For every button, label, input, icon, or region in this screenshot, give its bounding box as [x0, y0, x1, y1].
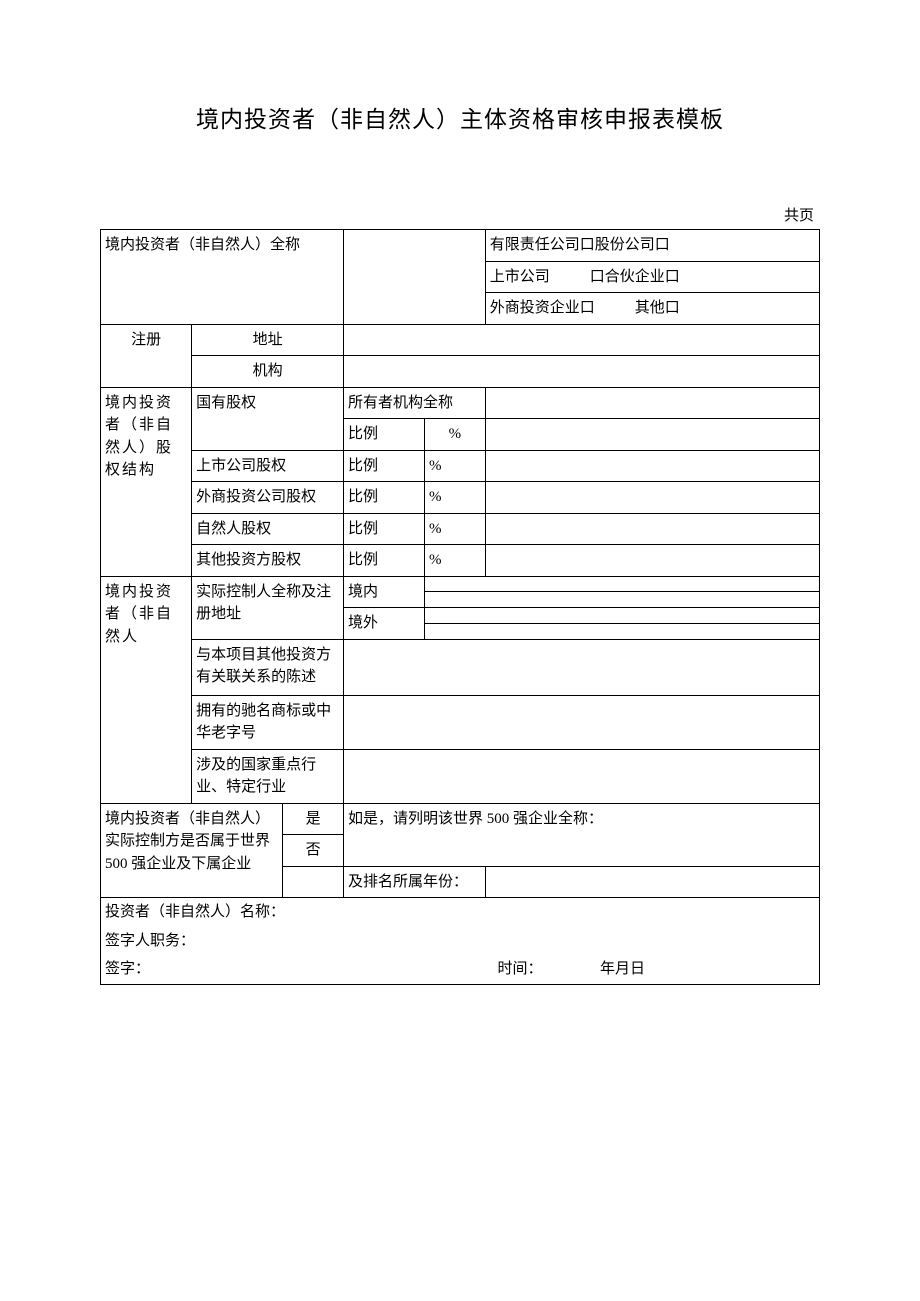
input-fullname[interactable] [344, 230, 486, 325]
row-reg-org: 机构 [101, 356, 820, 388]
company-type-line1[interactable]: 有限责任公司口股份公司口 [485, 230, 819, 262]
input-reg-org[interactable] [344, 356, 820, 388]
row-other-equity: 其他投资方股权 比例 % [101, 545, 820, 577]
type-listed: 上市公司 [490, 269, 550, 285]
input-industry[interactable] [344, 749, 820, 803]
input-foreign-ratio[interactable] [485, 482, 819, 514]
label-overseas: 境外 [344, 608, 425, 640]
row-foreign-equity: 外商投资公司股权 比例 % [101, 482, 820, 514]
form-page: 境内投资者（非自然人）主体资格审核申报表模板 共页 境内投资者（非自然人）全称 … [0, 0, 920, 985]
signature-line: 签字： 时间： 年月日 [101, 955, 820, 984]
row-signature: 签字： 时间： 年月日 [101, 955, 820, 984]
label-no[interactable]: 否 [283, 835, 344, 867]
label-trademark: 拥有的驰名商标或中华老字号 [192, 695, 344, 749]
page-counter: 共页 [100, 204, 820, 225]
row-industry: 涉及的国家重点行业、特定行业 [101, 749, 820, 803]
label-listed-equity: 上市公司股权 [192, 450, 344, 482]
row-reg-addr: 注册 地址 [101, 324, 820, 356]
input-domestic-1[interactable] [425, 576, 820, 592]
form-title: 境内投资者（非自然人）主体资格审核申报表模板 [100, 100, 820, 134]
label-ranking-year: 及排名所属年份： [344, 866, 486, 898]
row-listed-equity: 上市公司股权 比例 % [101, 450, 820, 482]
label-industry: 涉及的国家重点行业、特定行业 [192, 749, 344, 803]
label-reg-addr: 地址 [192, 324, 344, 356]
label-pct-4: % [425, 513, 486, 545]
input-trademark[interactable] [344, 695, 820, 749]
label-signer-title: 签字人职务： [101, 927, 820, 956]
label-ratio-3: 比例 [344, 482, 425, 514]
input-state-ratio[interactable] [485, 419, 819, 451]
label-signature: 签字： [105, 961, 150, 977]
label-owner-org: 所有者机构全称 [344, 387, 486, 419]
type-other: 其他口 [635, 300, 680, 316]
label-pct-3: % [425, 482, 486, 514]
label-fortune-prompt: 如是，请列明该世界 500 强企业全称： [344, 803, 820, 866]
label-affiliate: 与本项目其他投资方有关联关系的陈述 [192, 639, 344, 695]
label-equity-structure: 境内投资者（非自然人）股权结构 [101, 387, 192, 576]
input-affiliate[interactable] [344, 639, 820, 695]
label-reg: 注册 [101, 324, 192, 387]
cell-blank-rank [283, 866, 344, 898]
type-llc: 有限责任公司口 [490, 237, 595, 253]
company-type-line2[interactable]: 上市公司 口合伙企业口 [485, 261, 819, 293]
label-pct-1: % [425, 419, 486, 451]
label-ratio-1: 比例 [344, 419, 425, 451]
input-owner-org[interactable] [485, 387, 819, 419]
type-jsc: 股份公司口 [595, 237, 670, 253]
type-partnership: 口合伙企业口 [590, 269, 680, 285]
row-affiliate: 与本项目其他投资方有关联关系的陈述 [101, 639, 820, 695]
label-other-equity: 其他投资方股权 [192, 545, 344, 577]
label-controller-section: 境内投资者（非自然人 [101, 576, 192, 803]
label-fortune500: 境内投资者（非自然人）实际控制方是否属于世界 500 强企业及下属企业 [101, 803, 283, 898]
row-fortune500-yes: 境内投资者（非自然人）实际控制方是否属于世界 500 强企业及下属企业 是 如是… [101, 803, 820, 835]
company-type-line3[interactable]: 外商投资企业口 其他口 [485, 293, 819, 325]
input-natural-ratio[interactable] [485, 513, 819, 545]
label-date-suffix: 年月日 [600, 961, 645, 977]
type-foreign: 外商投资企业口 [490, 300, 595, 316]
label-investor-name: 投资者（非自然人）名称： [101, 898, 820, 927]
label-fullname: 境内投资者（非自然人）全称 [101, 230, 344, 325]
input-listed-ratio[interactable] [485, 450, 819, 482]
row-natural-equity: 自然人股权 比例 % [101, 513, 820, 545]
input-overseas-2[interactable] [425, 623, 820, 639]
label-pct-5: % [425, 545, 486, 577]
form-table: 境内投资者（非自然人）全称 有限责任公司口股份公司口 上市公司 口合伙企业口 外商… [100, 229, 820, 985]
label-yes[interactable]: 是 [283, 803, 344, 835]
label-foreign-equity: 外商投资公司股权 [192, 482, 344, 514]
row-trademark: 拥有的驰名商标或中华老字号 [101, 695, 820, 749]
label-ratio-4: 比例 [344, 513, 425, 545]
row-state-equity: 境内投资者（非自然人）股权结构 国有股权 所有者机构全称 [101, 387, 820, 419]
label-time: 时间： [498, 961, 543, 977]
input-reg-addr[interactable] [344, 324, 820, 356]
label-natural-equity: 自然人股权 [192, 513, 344, 545]
label-reg-org: 机构 [192, 356, 344, 388]
input-ranking-year[interactable] [485, 866, 819, 898]
input-domestic-2[interactable] [425, 592, 820, 608]
row-signer-title: 签字人职务： [101, 927, 820, 956]
label-domestic: 境内 [344, 576, 425, 608]
label-ratio-5: 比例 [344, 545, 425, 577]
label-pct-2: % [425, 450, 486, 482]
label-ratio-2: 比例 [344, 450, 425, 482]
input-overseas-1[interactable] [425, 608, 820, 624]
row-controller-domestic: 境内投资者（非自然人 实际控制人全称及注册地址 境内 [101, 576, 820, 592]
row-investor-name: 投资者（非自然人）名称： [101, 898, 820, 927]
label-state-equity: 国有股权 [192, 387, 344, 450]
row-fullname: 境内投资者（非自然人）全称 有限责任公司口股份公司口 [101, 230, 820, 262]
label-controller-nameaddr: 实际控制人全称及注册地址 [192, 576, 344, 639]
input-other-ratio[interactable] [485, 545, 819, 577]
